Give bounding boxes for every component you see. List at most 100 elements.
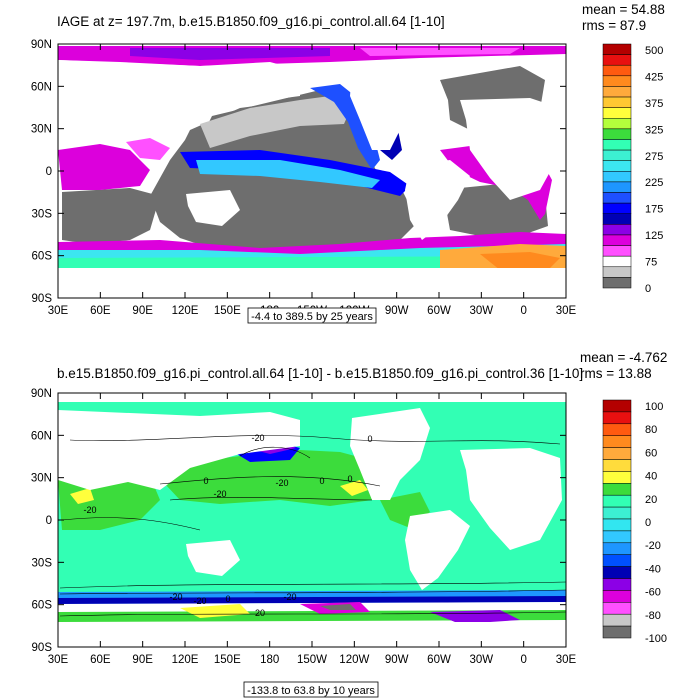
colorbar-swatch [602,423,632,436]
y-tick-label: 90N [31,39,52,51]
x-tick-label: 30E [556,654,577,666]
colorbar-label: 125 [645,230,663,242]
contour-label: 0 [203,476,208,486]
y-tick-label: 0 [46,166,52,178]
y-tick-label: 60S [32,251,53,263]
colorbar-swatch [602,181,632,193]
colorbar-label: 100 [645,401,663,413]
colorbar-swatch [602,128,632,140]
y-tick-label: 90N [31,388,52,400]
top-x-ticks [57,44,567,298]
x-tick-label: 60W [427,654,451,666]
x-tick-label: 30W [470,305,494,317]
bottom-colorbar: 100 80 60 40 20 0 -20 -40 -60 -80 -100 [602,399,667,645]
colorbar-label: 175 [645,204,663,216]
colorbar-label: 375 [645,98,663,110]
colorbar-swatch [602,530,632,544]
bottom-y-labels: 90N 60N 30N 0 30S 60S 90S [31,388,52,654]
x-tick-label: 60E [90,305,111,317]
bottom-rms-label: rms = 13.88 [580,366,652,381]
colorbar-swatch [602,213,632,225]
colorbar-label: 0 [645,283,651,295]
colorbar-label: 225 [645,177,663,189]
colorbar-swatch [602,255,632,268]
bottom-x-labels: 30E 60E 90E 120E 150E 180 150W 120W 90W 60W 30W 0 30… [48,654,577,666]
y-tick-label: 60N [31,430,52,442]
colorbar-swatch [602,245,632,257]
contour-label: -20 [213,489,226,499]
y-tick-label: 60S [32,600,53,612]
x-tick-label: 150E [214,305,241,317]
colorbar-label: 425 [645,71,663,83]
colorbar-swatch [602,202,632,214]
colorbar-label: 325 [645,124,663,136]
colorbar-swatch [602,234,632,246]
colorbar-label: 0 [645,517,651,529]
contour-label: -20 [251,433,264,443]
bottom-range-box [243,681,379,698]
x-tick-label: 30E [556,305,577,317]
x-tick-label: 30E [48,654,69,666]
x-tick-label: 120W [339,654,369,666]
colorbar-swatch [602,625,632,639]
contour-label: 0 [225,594,230,604]
bottom-x-ticks [57,393,567,647]
x-tick-label: 150W [297,654,327,666]
x-tick-label: 150E [214,654,241,666]
colorbar-swatch [602,160,632,172]
x-tick-label: 90W [385,654,409,666]
top-y-ticks [58,43,566,299]
bottom-y-ticks [58,392,566,648]
colorbar-swatch [602,435,632,448]
top-range-box [247,307,377,324]
colorbar-swatch [602,602,632,615]
x-tick-label: 90E [132,305,153,317]
colorbar-swatch [602,483,632,496]
colorbar-swatch [602,613,632,627]
colorbar-label: -40 [645,563,661,575]
colorbar-label: 500 [645,45,663,57]
y-tick-label: 0 [46,515,52,527]
top-mean-label: mean = 54.88 [582,2,665,17]
colorbar-swatch [602,224,632,236]
colorbar-swatch [602,494,632,508]
colorbar-swatch [602,64,632,77]
bottom-panel: b.e15.B1850.f09_g16.pi_control.all.64 [1… [31,350,667,698]
top-y-labels: 90N 60N 30N 0 30S 60S 90S [31,39,52,305]
colorbar-swatch [602,411,632,425]
x-tick-label: 180 [260,654,279,666]
y-tick-label: 90S [32,293,53,305]
contour-label: 20 [255,608,265,618]
colorbar-swatch [602,43,632,55]
colorbar-label: -20 [645,540,661,552]
colorbar-swatch [602,518,632,532]
colorbar-swatch [602,399,632,413]
contour-label: 0 [319,476,324,486]
colorbar-swatch [602,149,632,161]
y-tick-label: 90S [32,642,53,654]
colorbar-label: -80 [645,610,661,622]
contour-label: -20 [193,596,206,606]
colorbar-swatch [602,86,632,98]
colorbar-swatch [602,139,632,151]
bottom-panel-title: b.e15.B1850.f09_g16.pi_control.all.64 [1… [57,366,583,381]
bottom-range-label: -133.8 to 63.8 by 10 years [247,685,375,697]
colorbar-label: 275 [645,151,663,163]
colorbar-label: -100 [645,633,667,645]
contour-label: 0 [347,474,352,484]
colorbar-swatch [602,107,632,119]
colorbar-swatch [602,590,632,603]
top-range-label: -4.4 to 389.5 by 25 years [251,311,373,323]
colorbar-swatch [602,554,632,567]
colorbar-swatch [602,459,632,472]
colorbar-swatch [602,506,632,520]
top-map-field [58,44,566,298]
colorbar-swatch [602,96,632,108]
x-tick-label: 30E [48,305,69,317]
x-tick-label: 90W [385,305,409,317]
x-tick-label: 90E [132,654,153,666]
colorbar-swatch [602,171,632,183]
top-panel-title: IAGE at z= 197.7m, b.e15.B1850.f09_g16.p… [57,14,445,29]
colorbar-swatch [602,447,632,460]
colorbar-swatch [602,266,632,278]
